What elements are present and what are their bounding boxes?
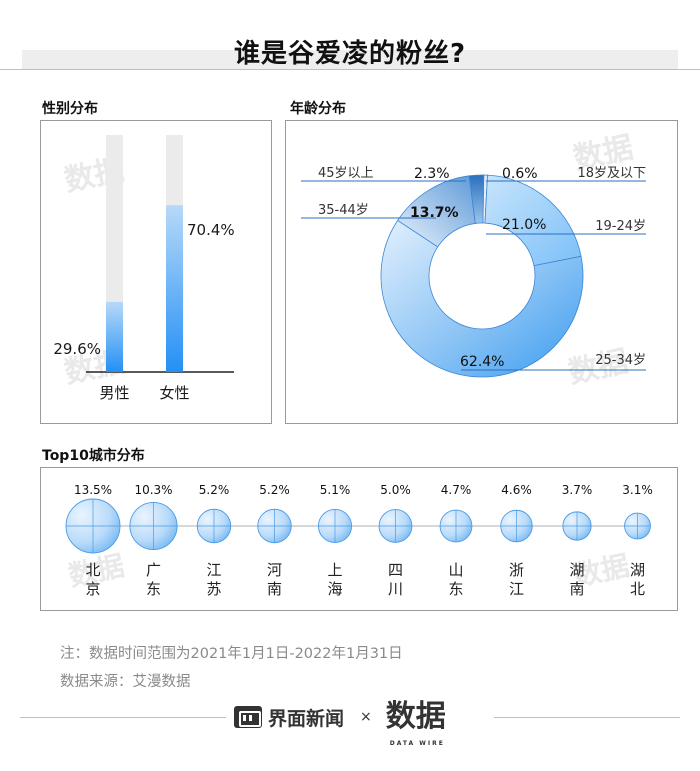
title-divider [0,69,700,70]
tick-label: 江 [206,561,221,579]
tick-label: 浙 [509,561,524,579]
data-label: 62.4% [460,354,504,370]
tick-label: 河 [267,561,282,579]
data-label: 10.3% [134,483,172,497]
legend-label: 45岁以上 [318,166,374,181]
data-label: 0.6% [502,166,538,182]
data-label: 2.3% [414,166,450,182]
bar [106,301,123,372]
data-label: 5.2% [199,483,230,497]
data-label: 70.4% [187,221,235,239]
age-section-label: 年龄分布 [290,101,346,117]
tick-label: 苏 [206,580,221,598]
footer-brand: 界面新闻 × 数据 DATA WIRE [234,699,446,748]
datawire-logo: 数据 DATA WIRE [385,699,446,748]
footer-divider-right [494,717,680,718]
tick-label: 湖 [569,561,584,579]
city-chart-panel: 数据 数据 13.5% 北京 10.3% 广东 5.2% 江苏 5.2% 河南 5.1% 上海 5.… [40,467,678,611]
donut-slice [380,219,584,378]
tick-label: 山 [448,561,463,579]
jiemian-logo-icon [234,706,262,728]
legend-label: 19-24岁 [595,219,646,234]
data-label: 13.5% [74,483,112,497]
source-note: 数据来源：艾漫数据 [60,674,191,690]
tick-label: 广 [146,561,161,579]
tick-label: 湖 [630,561,645,579]
brand-separator: × [360,709,372,725]
tick-label: 南 [267,580,282,598]
data-label: 5.1% [320,483,351,497]
legend-label: 18岁及以下 [577,166,646,181]
data-label: 3.7% [562,483,593,497]
data-label: 21.0% [502,217,546,233]
age-chart-panel: 数据 数据 45岁以上 18岁及以下 19-24岁 35-44岁 25-34岁 2.3% 0… [285,120,678,424]
tick-label: 东 [146,580,161,598]
tick-label: 东 [448,580,463,598]
tick-label: 京 [85,580,100,598]
tick-label: 川 [388,580,403,598]
data-label: 29.6% [53,340,101,358]
tick-label: 上 [327,561,342,579]
title-band [22,50,678,70]
data-label: 3.1% [622,483,653,497]
tick-label: 海 [327,580,342,598]
page-title: 谁是谷爱凌的粉丝? [233,39,467,69]
tick-label: 女性 [159,384,189,402]
bar [166,205,183,372]
legend-label: 25-34岁 [595,353,646,368]
gender-chart-panel: 数据 数据 男性 29.6% 女性 70.4% [40,120,272,424]
tick-label: 江 [509,580,524,598]
data-label: 5.2% [259,483,290,497]
data-label: 4.7% [441,483,472,497]
data-label: 4.6% [501,483,532,497]
tick-label: 四 [388,561,403,579]
tick-label: 北 [630,580,645,598]
data-label: 13.7% [410,205,459,221]
data-label: 5.0% [380,483,411,497]
donut-slice [468,174,485,224]
legend-label: 35-44岁 [318,203,369,218]
tick-label: 男性 [99,384,129,402]
jiemian-brand-name: 界面新闻 [268,707,345,730]
tick-label: 南 [569,580,584,598]
tick-label: 北 [85,561,100,579]
city-bubble-chart: 数据 数据 13.5%北京10.3%广东5.2%江苏5.2%河南5.1%上海5.… [65,483,653,598]
footer-divider-left [20,717,226,718]
date-range-note: 注：数据时间范围为2021年1月1日-2022年1月31日 [60,646,403,662]
city-section-label: Top10城市分布 [42,448,145,464]
gender-section-label: 性别分布 [42,101,98,117]
